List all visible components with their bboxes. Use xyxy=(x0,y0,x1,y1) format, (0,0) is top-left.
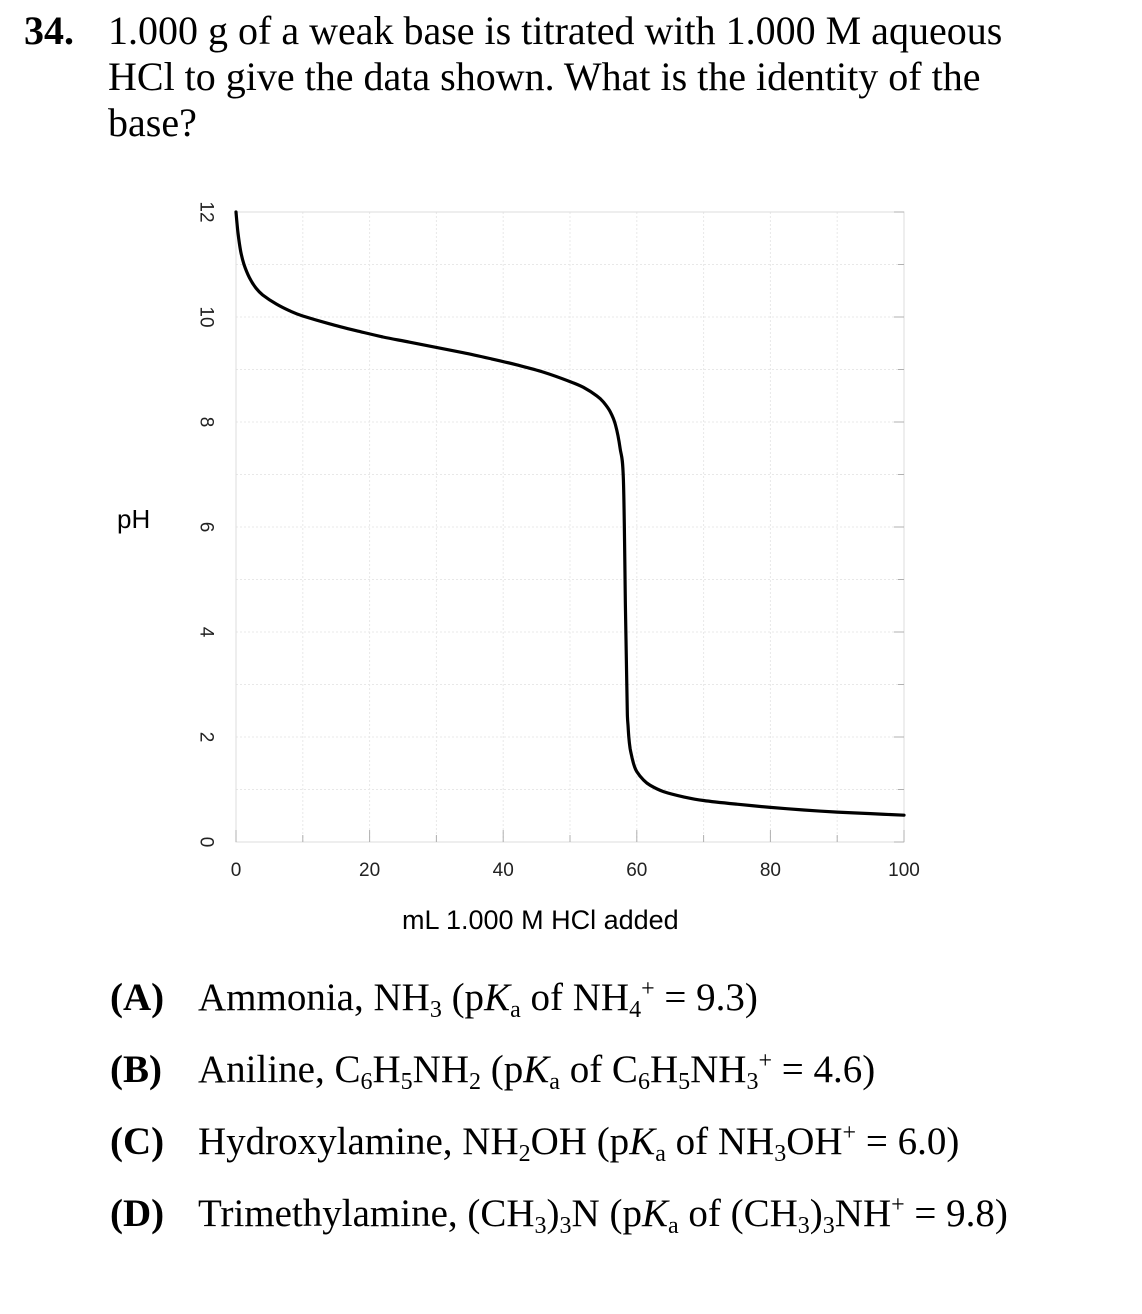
choice-c[interactable]: (C) Hydroxylamine, NH2OH (pKa of NH3OH+ =… xyxy=(110,1119,960,1167)
question-line: 1.000 g of a weak base is titrated with … xyxy=(108,8,1003,53)
choice-text: Ammonia, NH3 (pKa of NH4+ = 9.3) xyxy=(198,976,758,1023)
choice-letter: (C) xyxy=(110,1120,165,1163)
choice-d[interactable]: (D) Trimethylamine, (CH3)3N (pKa of (CH3)… xyxy=(110,1191,1008,1239)
question-line: HCl to give the data shown. What is the … xyxy=(108,54,981,99)
choice-text: Hydroxylamine, NH2OH (pKa of NH3OH+ = 6.… xyxy=(198,1120,960,1167)
y-tick-label: 8 xyxy=(196,417,217,428)
x-axis-label: mL 1.000 M HCl added xyxy=(402,905,679,935)
y-tick-label: 2 xyxy=(196,732,217,743)
x-tick-label: 100 xyxy=(888,860,920,881)
choice-letter: (B) xyxy=(110,1048,162,1091)
y-tick-label: 12 xyxy=(196,201,217,222)
choice-text: Aniline, C6H5NH2 (pKa of C6H5NH3+ = 4.6) xyxy=(198,1048,876,1095)
y-axis-label: pH xyxy=(117,504,151,534)
question-number: 34. xyxy=(24,8,74,53)
question-text: 1.000 g of a weak base is titrated with … xyxy=(108,8,1118,146)
titration-chart: 0 20 40 60 80 100 0 2 4 6 8 10 12 pH mL 1.000 M HCl … xyxy=(117,201,920,935)
x-tick-label: 20 xyxy=(359,860,380,881)
y-tick-label: 4 xyxy=(196,627,217,638)
choice-letter: (A) xyxy=(110,976,165,1019)
question-line: base? xyxy=(108,100,197,145)
x-tick-label: 80 xyxy=(760,860,781,881)
x-tick-label: 40 xyxy=(493,860,514,881)
choice-b[interactable]: (B) Aniline, C6H5NH2 (pKa of C6H5NH3+ = 4… xyxy=(110,1047,876,1095)
x-tick-label: 0 xyxy=(231,860,242,881)
y-tick-label: 6 xyxy=(196,522,217,533)
y-tick-label: 0 xyxy=(196,837,217,848)
choice-a[interactable]: (A) Ammonia, NH3 (pKa of NH4+ = 9.3) xyxy=(110,975,758,1023)
choice-text: Trimethylamine, (CH3)3N (pKa of (CH3)3NH… xyxy=(198,1192,1008,1239)
y-tick-label: 10 xyxy=(196,306,217,327)
chart-svg: 0 20 40 60 80 100 0 2 4 6 8 10 12 xyxy=(196,201,920,881)
choice-letter: (D) xyxy=(110,1192,165,1235)
titration-curve xyxy=(234,210,906,817)
x-tick-label: 60 xyxy=(626,860,647,881)
